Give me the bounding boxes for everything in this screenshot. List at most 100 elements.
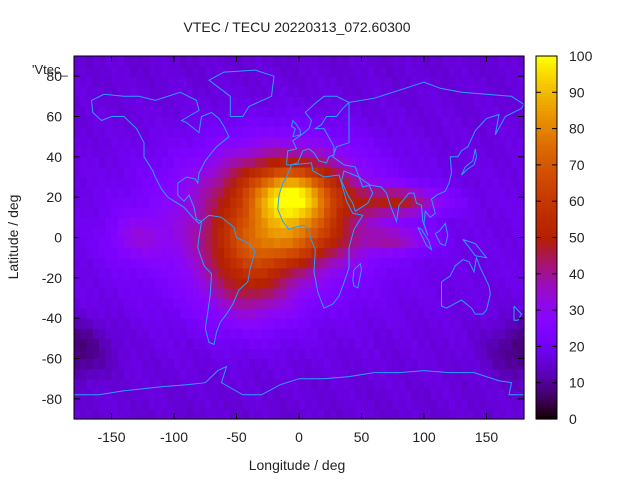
heatmap-cell [311,187,319,198]
heatmap-cell [136,358,144,370]
heatmap-cell [86,378,94,390]
heatmap-cell [355,56,363,67]
heatmap-cell [167,257,175,269]
colorbar-step [536,198,557,202]
coastline-japan [461,148,478,176]
heatmap-cell [492,277,500,289]
heatmap-cell [349,318,356,329]
colorbar-step [536,219,557,223]
heatmap-cell [399,287,406,299]
heatmap-cell [111,348,119,360]
heatmap-cell [324,166,331,178]
heatmap-cell [242,257,250,269]
colorbar-step [536,228,557,233]
heatmap-cell [180,86,188,97]
heatmap-cell [330,277,338,289]
heatmap-cell [417,86,425,97]
heatmap-cell [92,177,100,188]
heatmap-cell [455,247,463,259]
heatmap-cell [299,408,306,420]
heatmap-cell [174,378,181,390]
heatmap-cell [230,398,238,410]
heatmap-cell [92,227,100,239]
heatmap-cell [467,106,475,118]
colorbar-step [536,143,557,148]
heatmap-cell [92,368,100,380]
heatmap-cell [99,56,106,67]
heatmap-cell [361,207,369,218]
heatmap-cell [205,398,213,410]
heatmap-cell [405,116,413,128]
heatmap-cell [124,116,131,128]
heatmap-cell [349,287,356,299]
heatmap-cell [142,298,150,309]
heatmap-cell [511,126,519,138]
heatmap-cell [317,177,325,188]
heatmap-cell [211,298,219,309]
heatmap-cell [111,56,119,67]
heatmap-cell [136,166,144,178]
heatmap-cell [111,388,119,400]
heatmap-cell [286,96,294,108]
heatmap-cell [117,116,125,128]
heatmap-cell [517,277,525,289]
heatmap-cell [167,348,175,360]
heatmap-cell [86,156,94,168]
heatmap-cell [155,287,163,299]
heatmap-cell [211,338,219,350]
heatmap-cell [417,257,425,269]
heatmap-cell [174,66,181,77]
heatmap-cell [455,66,463,77]
heatmap-cell [255,247,263,259]
heatmap-cell [211,76,219,87]
heatmap-cell [124,177,131,188]
heatmap-cell [117,368,125,380]
heatmap-cell [367,257,375,269]
heatmap-cell [105,217,113,229]
heatmap-cell [155,187,163,198]
heatmap-cell [361,378,369,390]
heatmap-cell [349,237,356,249]
heatmap-cell [461,408,469,420]
heatmap-cell [130,408,138,420]
heatmap-cell [236,378,244,390]
heatmap-cell [249,187,256,198]
heatmap-cell [111,358,119,370]
heatmap-cell [280,328,288,339]
colorbar-step [536,152,557,157]
heatmap-cell [305,368,313,380]
heatmap-cell [261,257,269,269]
heatmap-cell [474,298,481,309]
heatmap-cell [424,308,431,319]
heatmap-cell [249,96,256,108]
heatmap-cell [330,187,338,198]
heatmap-cell [74,247,81,259]
heatmap-cell [430,146,438,158]
heatmap-cell [492,237,500,249]
heatmap-cell [330,96,338,108]
colorbar-step [536,140,557,145]
heatmap-cell [242,298,250,309]
heatmap-cell [224,116,231,128]
heatmap-cell [299,358,306,370]
heatmap-cell [167,96,175,108]
heatmap-cell [261,217,269,229]
heatmap-cell [367,398,375,410]
colorbar-step [536,119,557,124]
heatmap-cell [149,328,156,339]
heatmap-cell [149,287,156,299]
heatmap-cell [486,136,494,148]
heatmap-cell [92,146,100,158]
heatmap-cell [499,177,506,188]
heatmap-cell [349,348,356,360]
heatmap-cell [267,237,275,249]
heatmap-cell [205,408,213,420]
heatmap-cell [486,106,494,118]
heatmap-cell [86,56,94,67]
heatmap-cell [180,318,188,329]
heatmap-cell [367,267,375,279]
heatmap-cell [242,378,250,390]
heatmap-cell [80,308,88,319]
colorbar-step [536,340,557,344]
heatmap-cell [330,197,338,208]
